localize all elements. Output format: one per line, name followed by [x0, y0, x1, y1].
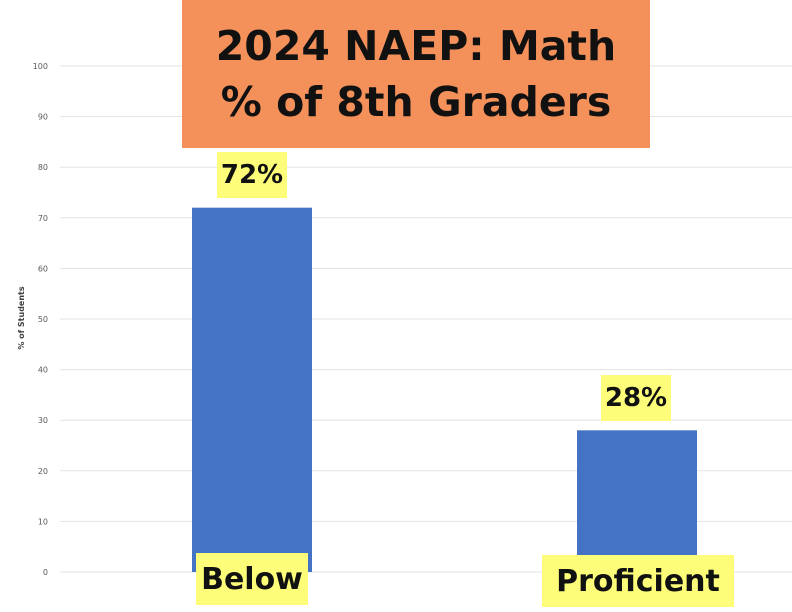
y-tick-label-70: 70 — [38, 214, 48, 223]
category-label-proficient: Proficient — [542, 555, 734, 607]
y-tick-label-60: 60 — [38, 264, 48, 273]
y-tick-label-90: 90 — [38, 113, 48, 122]
bar-below — [192, 207, 312, 572]
y-tick-label-100: 100 — [33, 62, 48, 71]
bar-proficient — [577, 430, 697, 572]
chart-title-line-1: 2024 NAEP: Math — [215, 22, 617, 70]
y-axis-ticks: 0 10 20 30 40 50 60 70 80 90 100 — [33, 62, 48, 577]
chart-title: 2024 NAEP: Math % of 8th Graders — [182, 0, 650, 148]
y-axis-title: % of Students — [17, 286, 26, 350]
data-label-proficient: 28% — [601, 375, 671, 421]
y-tick-label-10: 10 — [38, 517, 48, 526]
y-tick-label-80: 80 — [38, 163, 48, 172]
y-tick-label-0: 0 — [43, 568, 48, 577]
category-label-below: Below — [196, 553, 308, 605]
chart-title-line-2: % of 8th Graders — [220, 78, 612, 126]
y-tick-label-20: 20 — [38, 467, 48, 476]
y-tick-label-50: 50 — [38, 315, 48, 324]
y-tick-label-40: 40 — [38, 366, 48, 375]
bars — [192, 207, 697, 572]
data-label-below: 72% — [217, 152, 287, 198]
y-tick-label-30: 30 — [38, 416, 48, 425]
